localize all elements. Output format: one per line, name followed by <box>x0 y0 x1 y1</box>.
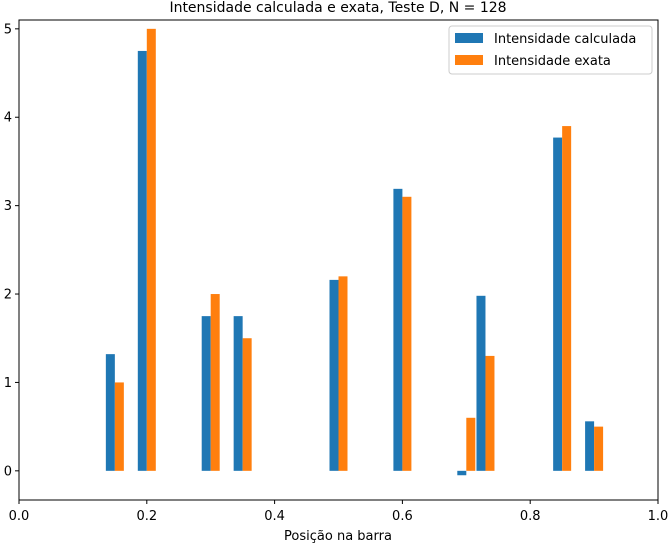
bar-exata-2 <box>210 294 220 471</box>
bar-calculada-7 <box>476 295 486 471</box>
x-tick-label: 0.0 <box>9 509 30 524</box>
bar-calculada-1 <box>137 50 147 471</box>
legend-frame <box>448 25 653 75</box>
x-tick-label: 0.4 <box>264 509 285 524</box>
legend: Intensidade calculada Intensidade exata <box>448 25 653 75</box>
bar-exata-5 <box>402 196 412 471</box>
bar-exata-3 <box>242 338 252 471</box>
x-tick-label: 0.2 <box>136 509 157 524</box>
y-tick-label: 2 <box>4 288 12 303</box>
y-tick-label: 0 <box>4 464 12 479</box>
y-tick-label: 4 <box>4 111 12 126</box>
bar-calculada-4 <box>329 279 339 471</box>
chart-title: Intensidade calculada e exata, Teste D, … <box>169 0 506 16</box>
bar-exata-8 <box>562 126 572 471</box>
bars-group <box>105 28 604 476</box>
bar-calculada-6 <box>457 470 467 476</box>
x-tick-label: 1.0 <box>648 509 669 524</box>
bar-calculada-5 <box>393 188 403 471</box>
x-ticks-group: 0.0 0.2 0.4 0.6 0.8 1.0 <box>9 500 669 524</box>
bar-calculada-8 <box>553 137 563 471</box>
x-tick-label: 0.6 <box>392 509 413 524</box>
bar-calculada-9 <box>585 421 595 471</box>
bar-calculada-2 <box>201 316 211 471</box>
x-tick-label: 0.8 <box>520 509 541 524</box>
bar-exata-4 <box>338 276 348 471</box>
legend-swatch-calculada <box>455 33 483 43</box>
bar-calculada-3 <box>233 316 243 471</box>
plot-frame <box>18 19 659 501</box>
y-tick-label: 5 <box>4 22 12 37</box>
bar-exata-0 <box>114 382 124 471</box>
y-tick-label: 3 <box>4 199 12 214</box>
bar-calculada-0 <box>105 354 115 471</box>
x-axis-label: Posição na barra <box>284 529 392 543</box>
bar-exata-7 <box>485 355 495 471</box>
bar-exata-1 <box>146 28 156 471</box>
legend-swatch-exata <box>455 55 483 65</box>
bar-exata-6 <box>466 417 476 471</box>
y-tick-label: 1 <box>4 376 12 391</box>
legend-label-exata: Intensidade exata <box>494 54 611 69</box>
y-ticks-group: 0 1 2 3 4 5 <box>4 22 19 479</box>
bar-exata-9 <box>594 426 604 471</box>
legend-label-calculada: Intensidade calculada <box>494 32 636 47</box>
